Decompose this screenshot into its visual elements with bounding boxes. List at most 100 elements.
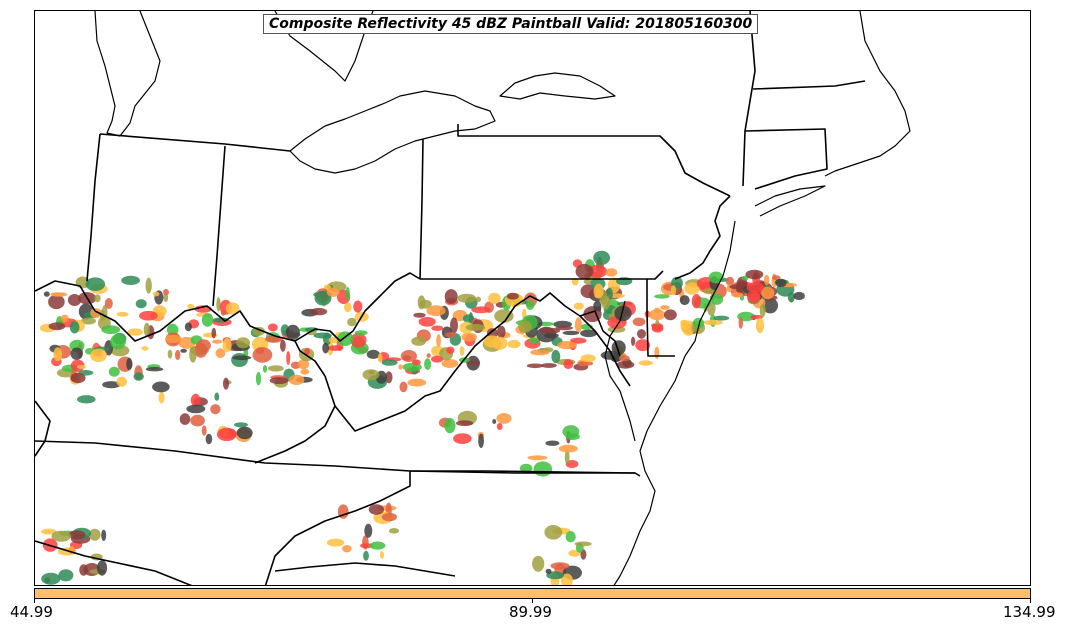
tn-south bbox=[35, 540, 193, 585]
reflectivity-blob bbox=[565, 433, 580, 441]
reflectivity-blob bbox=[614, 305, 632, 322]
reflectivity-blob bbox=[691, 294, 702, 309]
ky-west bbox=[35, 400, 51, 457]
chesapeake bbox=[604, 300, 636, 442]
reflectivity-blob bbox=[638, 360, 654, 366]
reflectivity-blob bbox=[713, 315, 730, 321]
reflectivity-blob bbox=[527, 455, 548, 461]
reflectivity-blob bbox=[353, 300, 363, 313]
reflectivity-blob bbox=[385, 371, 393, 384]
reflectivity-blob bbox=[165, 334, 182, 344]
reflectivity-blob bbox=[411, 336, 427, 346]
reflectivity-blob bbox=[326, 287, 340, 297]
reflectivity-blob bbox=[518, 320, 532, 333]
reflectivity-blob bbox=[70, 347, 83, 360]
reflectivity-blob bbox=[69, 321, 80, 334]
reflectivity-blob bbox=[110, 334, 126, 350]
reflectivity-blob bbox=[196, 339, 211, 352]
reflectivity-blob bbox=[471, 306, 491, 314]
reflectivity-blob bbox=[616, 360, 635, 369]
reflectivity-blob bbox=[190, 393, 201, 407]
reflectivity-blob bbox=[541, 363, 557, 368]
pa-nj-border bbox=[674, 195, 731, 280]
reflectivity-blob bbox=[43, 291, 50, 297]
reflectivity-blob bbox=[143, 322, 150, 337]
reflectivity-blob bbox=[444, 289, 458, 305]
map-panel bbox=[34, 10, 1031, 586]
long-island bbox=[754, 185, 826, 217]
reflectivity-blob bbox=[654, 294, 670, 299]
de-border bbox=[646, 279, 675, 357]
reflectivity-blob bbox=[492, 419, 497, 424]
reflectivity-blob bbox=[288, 374, 305, 385]
reflectivity-blob bbox=[710, 293, 724, 305]
reflectivity-blob bbox=[555, 325, 573, 331]
reflectivity-blob bbox=[116, 376, 127, 387]
reflectivity-blob bbox=[215, 348, 226, 359]
reflectivity-blob bbox=[135, 299, 147, 309]
reflectivity-blob bbox=[101, 325, 121, 334]
reflectivity-blob bbox=[787, 291, 795, 303]
reflectivity-blob bbox=[412, 359, 421, 366]
reflectivity-blob bbox=[400, 350, 417, 362]
reflectivity-blob bbox=[506, 292, 519, 300]
reflectivity-blob bbox=[632, 317, 646, 327]
reflectivity-blob bbox=[354, 330, 368, 336]
reflectivity-blob bbox=[366, 349, 380, 359]
reflectivity-blob bbox=[528, 337, 541, 344]
oh-pa-border bbox=[419, 138, 424, 280]
reflectivity-blob bbox=[76, 365, 86, 369]
reflectivity-blob bbox=[492, 336, 508, 350]
ky-va-border bbox=[254, 405, 336, 464]
ct-ri-border bbox=[744, 128, 828, 190]
nj-coast bbox=[684, 220, 736, 357]
reflectivity-blob bbox=[362, 369, 380, 381]
reflectivity-blob bbox=[313, 332, 332, 339]
reflectivity-blob bbox=[223, 377, 229, 390]
reflectivity-blob bbox=[127, 328, 143, 336]
reflectivity-blob bbox=[222, 338, 232, 353]
reflectivity-blob bbox=[225, 302, 240, 315]
reflectivity-blob bbox=[380, 551, 384, 559]
reflectivity-blob bbox=[775, 278, 787, 288]
reflectivity-blob bbox=[139, 310, 158, 321]
reflectivity-blob bbox=[236, 337, 251, 349]
reflectivity-blob bbox=[90, 308, 102, 318]
reflectivity-blob bbox=[269, 377, 289, 385]
reflectivity-blob bbox=[377, 353, 383, 363]
reflectivity-blob bbox=[478, 433, 484, 448]
reflectivity-blob bbox=[300, 368, 310, 375]
reflectivity-blob bbox=[497, 325, 506, 339]
map-title: Composite Reflectivity 45 dBZ Paintball … bbox=[263, 14, 759, 34]
reflectivity-blob bbox=[560, 573, 573, 585]
md-va-border bbox=[579, 315, 631, 387]
reflectivity-blob bbox=[286, 351, 291, 365]
reflectivity-blob bbox=[648, 309, 666, 321]
reflectivity-blob bbox=[342, 545, 352, 553]
reflectivity-blob bbox=[163, 293, 169, 302]
reflectivity-blob bbox=[461, 332, 477, 342]
reflectivity-blob bbox=[654, 346, 660, 359]
in-oh-border bbox=[212, 145, 226, 307]
reflectivity-blob bbox=[475, 296, 481, 302]
colorbar-tick-right bbox=[1030, 599, 1031, 603]
reflectivity-blob bbox=[369, 541, 386, 550]
reflectivity-blob bbox=[220, 308, 226, 316]
reflectivity-blob bbox=[635, 339, 651, 352]
reflectivity-blob bbox=[664, 309, 677, 321]
reflectivity-blob bbox=[601, 295, 611, 310]
nc-sc-border bbox=[274, 562, 456, 577]
reflectivity-blob bbox=[456, 420, 474, 427]
reflectivity-blob bbox=[53, 347, 63, 362]
ohio-river bbox=[35, 272, 421, 342]
reflectivity-blob bbox=[507, 339, 521, 349]
reflectivity-blob bbox=[104, 298, 113, 309]
reflectivity-blob bbox=[58, 569, 74, 582]
reflectivity-blob bbox=[94, 294, 101, 303]
reflectivity-blob bbox=[533, 461, 553, 477]
reflectivity-blob bbox=[304, 348, 310, 356]
reflectivity-blob bbox=[746, 282, 764, 293]
mi-in-oh-border bbox=[99, 133, 291, 152]
reflectivity-blob bbox=[762, 297, 778, 314]
